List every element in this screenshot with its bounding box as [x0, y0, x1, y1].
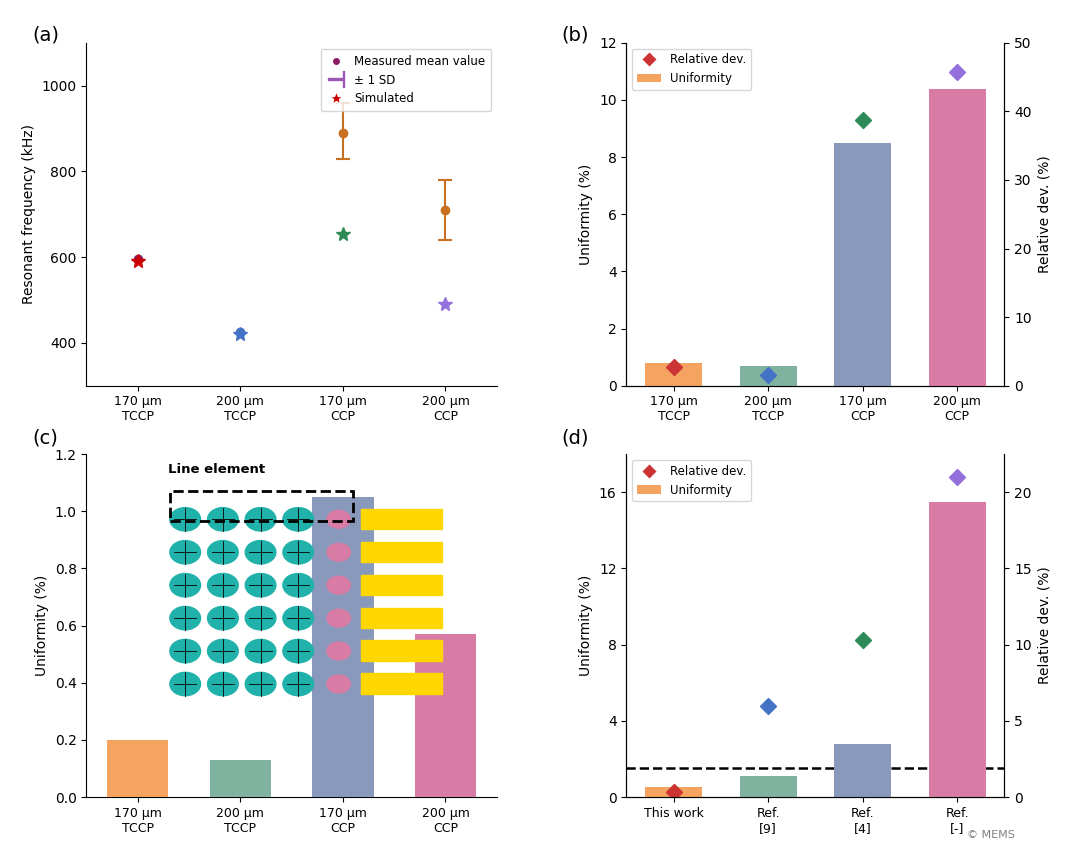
Bar: [834, 143, 891, 386]
Bar: [646, 363, 702, 386]
Bar: [312, 497, 374, 797]
Text: (c): (c): [32, 428, 58, 447]
Text: (a): (a): [32, 26, 59, 45]
Y-axis label: Uniformity (%): Uniformity (%): [36, 575, 49, 676]
Y-axis label: Relative dev. (%): Relative dev. (%): [1037, 566, 1051, 685]
Bar: [646, 788, 702, 797]
Legend: Measured mean value, ± 1 SD, Simulated: Measured mean value, ± 1 SD, Simulated: [321, 49, 491, 111]
Text: © MEMS: © MEMS: [968, 830, 1015, 840]
Y-axis label: Uniformity (%): Uniformity (%): [580, 164, 594, 265]
Legend: Relative dev., Uniformity: Relative dev., Uniformity: [632, 49, 751, 90]
Text: (d): (d): [562, 428, 589, 447]
Bar: [210, 760, 271, 797]
Y-axis label: Uniformity (%): Uniformity (%): [579, 575, 593, 676]
Bar: [740, 776, 797, 797]
Bar: [929, 88, 986, 386]
Bar: [107, 740, 168, 797]
Bar: [834, 744, 891, 797]
Bar: [929, 502, 986, 797]
Legend: Relative dev., Uniformity: Relative dev., Uniformity: [632, 460, 751, 501]
Y-axis label: Resonant frequency (kHz): Resonant frequency (kHz): [22, 124, 36, 304]
Y-axis label: Relative dev. (%): Relative dev. (%): [1037, 155, 1051, 273]
Bar: [415, 634, 476, 797]
Bar: [740, 366, 797, 386]
Text: (b): (b): [562, 26, 589, 45]
